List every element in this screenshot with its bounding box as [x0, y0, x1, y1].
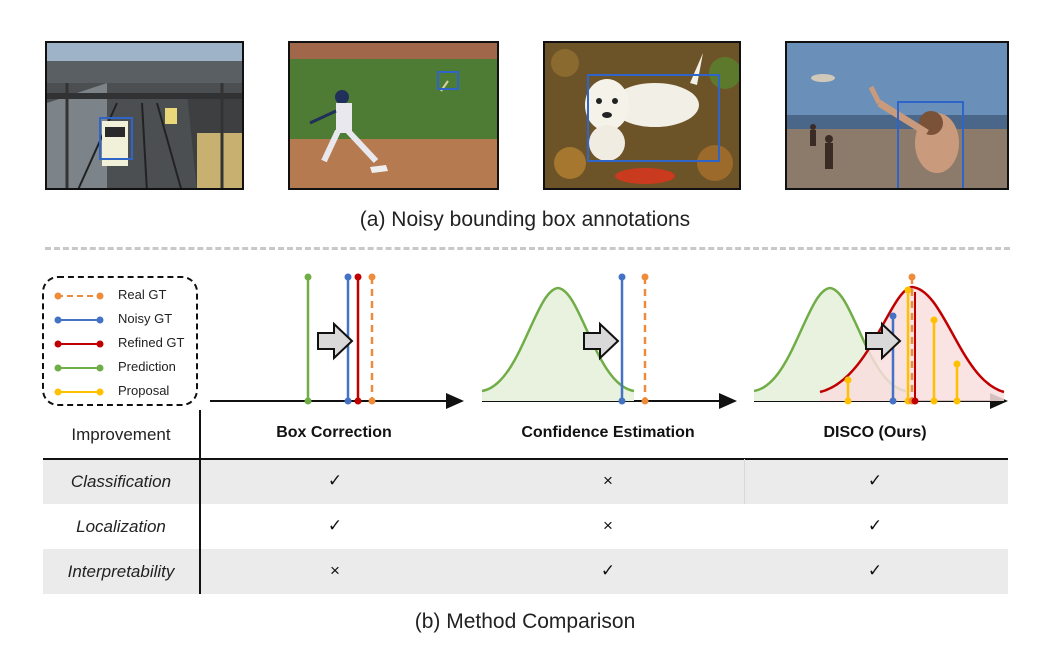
prediction-distribution: [753, 286, 907, 393]
row-label-classification: Classification: [70, 472, 172, 491]
legend-item-real-gt: Real GT: [44, 286, 198, 306]
noisy-gt-dot: [889, 397, 897, 405]
section-divider: [45, 247, 1010, 250]
legend-item-prediction: Prediction: [44, 358, 198, 378]
real-gt-dot: [641, 397, 649, 405]
real-gt-dot: [908, 397, 916, 405]
prediction-dot: [304, 273, 312, 281]
table-header-box-correction: Box Correction: [276, 424, 392, 441]
train-station-scene: [47, 43, 242, 188]
prediction-distribution: [481, 286, 635, 393]
proposal-dot: [930, 316, 938, 324]
mark-interpretability-confidence: ✓: [600, 561, 616, 580]
arrow-icon: [317, 321, 354, 361]
caption-a: (a) Noisy bounding box annotations: [359, 208, 691, 231]
arrow-icon: [865, 321, 902, 361]
table-column-divider: [199, 410, 201, 594]
mark-localization-disco: ✓: [867, 516, 883, 535]
mark-classification-box-correction: ✓: [327, 471, 343, 490]
real-gt-dot: [908, 273, 916, 281]
photo-baseball: [288, 41, 499, 190]
proposal-dot: [844, 376, 852, 384]
panel-confidence-estimation: [481, 273, 737, 409]
noisy-gt-dot: [618, 273, 626, 281]
photo-dog: [543, 41, 741, 190]
proposal-dot: [930, 397, 938, 405]
noisy-gt-dot: [618, 397, 626, 405]
caption-b: (b) Method Comparison: [414, 610, 636, 633]
proposal-dot: [904, 397, 912, 405]
noisy-gt-dot: [344, 397, 352, 405]
mark-interpretability-box-correction: ×: [330, 561, 340, 580]
noisy-gt-dot: [889, 312, 897, 320]
refined-gt-dot: [911, 397, 919, 405]
table-header-rule: [43, 458, 1008, 460]
row-label-localization: Localization: [76, 517, 166, 536]
legend-item-noisy-gt: Noisy GT: [44, 310, 198, 330]
photo-beach-frisbee: [785, 41, 1009, 190]
proposal-dot: [844, 397, 852, 405]
table-row-bg: [43, 549, 1008, 594]
real-gt-dot: [368, 273, 376, 281]
legend-label-real-gt: Real GT: [118, 287, 167, 302]
proposal-dot: [953, 397, 961, 405]
panel-disco: [753, 273, 1008, 409]
dog-scene: [545, 43, 739, 188]
legend-item-proposal: Proposal: [44, 382, 198, 402]
prediction-distribution-fill: [482, 288, 634, 401]
table-header-disco: DISCO (Ours): [823, 424, 927, 441]
table-header-confidence-estimation: Confidence Estimation: [521, 424, 695, 441]
noisy-gt-dot: [344, 273, 352, 281]
panel-box-correction: [210, 273, 464, 409]
noisy-bbox: [99, 117, 133, 160]
proposal-dot: [904, 286, 912, 294]
table-row-bg: [43, 459, 1008, 504]
mark-interpretability-disco: ✓: [867, 561, 883, 580]
legend-label-noisy-gt: Noisy GT: [118, 311, 173, 326]
legend-item-refined-gt: Refined GT: [44, 334, 198, 354]
baseball-scene: [290, 43, 497, 188]
prediction-dot: [304, 397, 312, 405]
legend-label-prediction: Prediction: [118, 359, 176, 374]
cell-divider: [744, 459, 745, 504]
photo-train-station: [45, 41, 244, 190]
real-gt-dot: [641, 273, 649, 281]
noisy-bbox: [437, 71, 459, 90]
legend-label-proposal: Proposal: [118, 383, 170, 398]
mark-localization-confidence: ×: [603, 516, 613, 535]
refined-gt-dot: [354, 273, 362, 281]
mark-classification-disco: ✓: [867, 471, 883, 490]
refined-gt-dot: [354, 397, 362, 405]
proposal-dot: [953, 360, 961, 368]
noisy-bbox: [587, 74, 720, 162]
legend: Real GT Noisy GT Refined GT Prediction P…: [42, 276, 198, 406]
row-label-interpretability: Interpretability: [67, 562, 175, 581]
mark-classification-confidence: ×: [603, 471, 613, 490]
real-gt-dot: [368, 397, 376, 405]
noisy-bbox: [897, 101, 964, 188]
table-header-improvement: Improvement: [71, 425, 171, 444]
arrow-icon: [583, 321, 620, 361]
mark-localization-box-correction: ✓: [327, 516, 343, 535]
refined-distribution-fill: [820, 287, 1004, 401]
refined-distribution: [819, 285, 1005, 394]
legend-label-refined-gt: Refined GT: [118, 335, 185, 350]
prediction-distribution-fill: [754, 288, 906, 401]
